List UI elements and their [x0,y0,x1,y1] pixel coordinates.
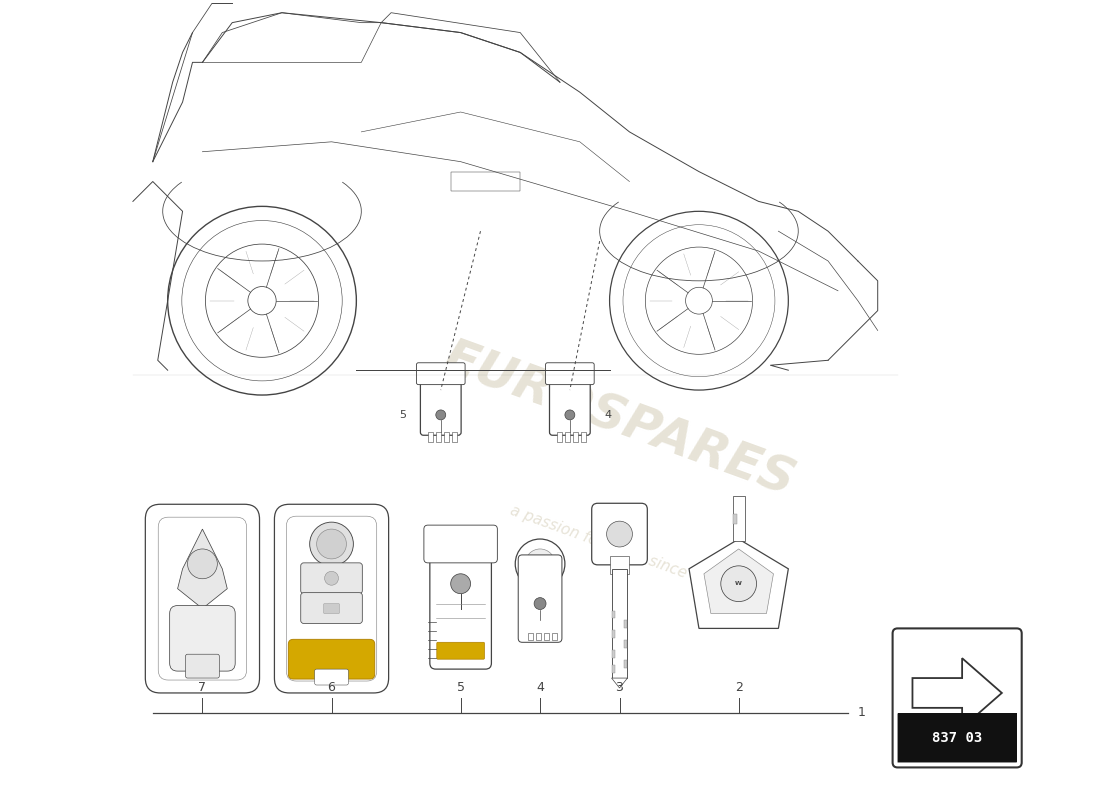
FancyBboxPatch shape [145,504,260,693]
FancyBboxPatch shape [437,642,484,659]
Circle shape [565,410,575,420]
Text: 1: 1 [858,706,866,719]
Circle shape [451,574,471,594]
Bar [528,634,534,640]
Circle shape [525,549,556,578]
FancyBboxPatch shape [898,714,1016,762]
Polygon shape [612,678,627,688]
Bar [536,634,541,640]
Bar [612,630,615,638]
Polygon shape [704,549,773,614]
FancyBboxPatch shape [420,374,461,435]
Text: a passion for parts since 1985: a passion for parts since 1985 [508,502,730,595]
Text: 4: 4 [605,410,612,420]
FancyBboxPatch shape [417,362,465,385]
FancyBboxPatch shape [592,503,647,565]
Text: 5: 5 [399,410,406,420]
FancyBboxPatch shape [323,603,340,614]
FancyBboxPatch shape [274,504,388,693]
Circle shape [515,539,565,589]
Bar [624,621,627,629]
FancyBboxPatch shape [300,563,362,594]
FancyBboxPatch shape [550,374,591,435]
FancyBboxPatch shape [518,555,562,642]
Circle shape [324,571,339,586]
Bar [581,432,586,442]
FancyBboxPatch shape [288,639,375,679]
FancyBboxPatch shape [300,593,362,623]
Text: 837 03: 837 03 [932,731,982,745]
Text: 7: 7 [198,682,207,694]
Circle shape [310,522,353,566]
Polygon shape [177,529,228,609]
Bar [733,496,745,541]
Bar [624,660,627,668]
Bar [612,569,627,678]
Bar [552,634,557,640]
Bar [612,665,615,673]
Circle shape [535,598,546,610]
Polygon shape [913,658,1002,728]
Bar [733,514,737,524]
Bar [544,634,549,640]
Circle shape [720,566,757,602]
FancyBboxPatch shape [286,516,376,681]
Text: 5: 5 [456,682,464,694]
Bar [898,714,1016,762]
Text: 4: 4 [536,682,544,694]
Text: W: W [735,582,743,586]
Text: 6: 6 [328,682,336,694]
FancyBboxPatch shape [430,528,492,669]
Bar [558,432,562,442]
Bar [451,171,520,191]
Bar [437,432,441,442]
Text: 3: 3 [616,682,624,694]
FancyBboxPatch shape [315,669,349,685]
FancyBboxPatch shape [546,362,594,385]
Bar [624,640,627,648]
Bar [428,432,433,442]
FancyBboxPatch shape [186,654,219,678]
Polygon shape [689,539,789,629]
Bar [565,432,571,442]
Text: 2: 2 [735,682,743,694]
Circle shape [436,410,446,420]
Bar [573,432,579,442]
Bar [609,556,629,574]
Bar [612,610,615,618]
Text: EUROSPARES: EUROSPARES [437,334,802,506]
Bar [452,432,458,442]
Circle shape [606,521,632,547]
FancyBboxPatch shape [169,606,235,671]
Circle shape [317,529,346,559]
Bar [612,650,615,658]
FancyBboxPatch shape [424,525,497,563]
Circle shape [187,549,218,578]
Bar [444,432,449,442]
FancyBboxPatch shape [158,517,246,680]
FancyBboxPatch shape [892,629,1022,767]
